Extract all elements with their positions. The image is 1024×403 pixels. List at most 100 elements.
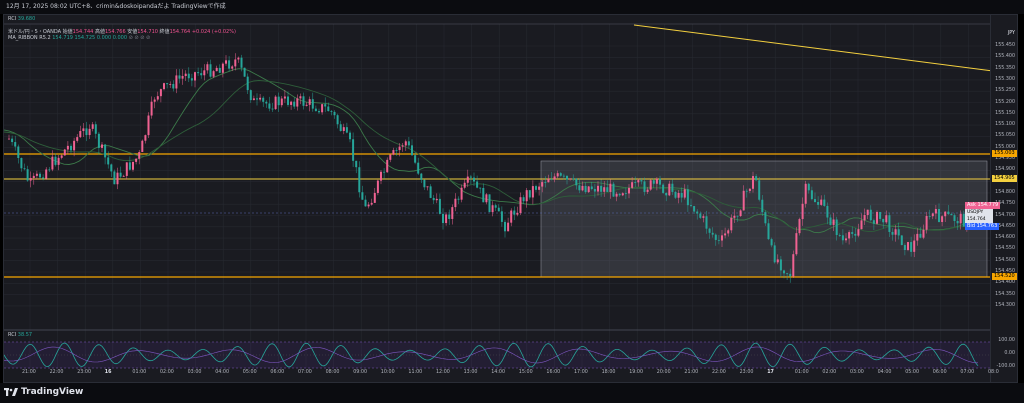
candle-body — [801, 203, 804, 220]
price-tick: 155.050 — [995, 133, 1015, 139]
candle-body — [48, 169, 51, 171]
candle-body — [141, 140, 144, 153]
candle-body — [54, 156, 57, 165]
candle-body — [624, 193, 627, 195]
trendline[interactable] — [633, 24, 993, 72]
candle-body — [863, 215, 866, 221]
candle-body — [29, 178, 32, 181]
candle-body — [280, 98, 283, 106]
candle-body — [789, 273, 792, 277]
candle-body — [739, 210, 742, 217]
candlestick-series[interactable] — [8, 53, 975, 283]
candle-body — [159, 89, 162, 97]
candle-body — [178, 75, 181, 79]
time-tick: 03:00 — [187, 370, 202, 375]
candle-body — [432, 197, 435, 201]
candle-body — [156, 96, 159, 100]
candle-body — [252, 98, 255, 101]
candle-body — [817, 202, 820, 205]
price-tick: 155.150 — [995, 110, 1015, 116]
candle-body — [934, 209, 937, 214]
high-label: 高値 — [94, 29, 105, 35]
candle-body — [736, 215, 739, 217]
price-chart-canvas[interactable] — [4, 15, 993, 382]
candle-body — [879, 211, 882, 219]
candle-body — [454, 198, 457, 208]
price-tick: 154.750 — [995, 201, 1015, 207]
close-label: 終値 — [159, 29, 170, 35]
candle-body — [190, 78, 193, 81]
visibility-icons[interactable]: ⊘ ⊘ ⊘ ⊘ — [128, 35, 151, 41]
time-tick: 23:00 — [739, 370, 754, 375]
price-tick: 155.200 — [995, 99, 1015, 105]
candle-body — [820, 199, 823, 205]
candle-body — [649, 180, 652, 190]
candle-body — [513, 210, 516, 215]
candle-body — [39, 173, 41, 178]
time-tick: 02:00 — [822, 370, 837, 375]
time-tick: 17:00 — [574, 370, 588, 375]
price-tick: 154.700 — [995, 212, 1015, 218]
ribbon-value-4: 0.000 — [112, 35, 128, 41]
candle-body — [497, 207, 500, 212]
time-tick: 01:00 — [794, 370, 809, 375]
candle-body — [832, 219, 835, 225]
candle-body — [125, 162, 128, 176]
candle-body — [32, 175, 35, 179]
candle-body — [897, 229, 900, 236]
time-tick: 06:00 — [932, 370, 947, 375]
candle-body — [559, 173, 562, 176]
candle-body — [45, 169, 48, 179]
candle-body — [321, 104, 324, 113]
range-box[interactable] — [540, 160, 988, 278]
candle-body — [953, 215, 956, 222]
candle-body — [792, 254, 795, 277]
ask-badge: Ask 154.779 — [965, 202, 1001, 209]
candle-body — [259, 97, 262, 100]
candle-body — [293, 101, 296, 107]
price-tick: 155.400 — [995, 54, 1015, 60]
candle-body — [528, 190, 531, 198]
candle-body — [959, 213, 962, 224]
rci-line-long — [4, 346, 978, 364]
time-tick: 22:00 — [49, 370, 64, 375]
candle-body — [277, 96, 280, 106]
candle-body — [287, 96, 289, 105]
candle-body — [370, 202, 373, 205]
candle-body — [659, 178, 661, 185]
candle-body — [783, 270, 785, 274]
ribbon-legend[interactable]: MA_RIBBON R5.2 154.719 154.725 0.000 0.0… — [8, 35, 150, 41]
time-tick: 10:00 — [380, 370, 395, 375]
candle-body — [442, 213, 444, 224]
candle-body — [355, 160, 358, 168]
candle-body — [535, 186, 537, 190]
candle-body — [593, 189, 596, 192]
tradingview-brand[interactable]: TradingView — [4, 387, 83, 397]
candle-body — [755, 176, 758, 181]
symbol-legend[interactable]: 米ドル/円・5・OANDA 始値154.744 高値154.766 安値154.… — [8, 28, 236, 35]
candle-body — [482, 187, 485, 203]
candle-body — [655, 178, 658, 184]
price-axis[interactable]: JPY 155.450 155.400 155.350 155.300 155.250 1… — [990, 15, 1017, 382]
candle-body — [851, 232, 854, 234]
candle-body — [262, 97, 265, 102]
rci-pane-legend[interactable]: RCI 38.57 — [8, 332, 32, 338]
candle-body — [770, 239, 773, 246]
rci-tick-mid: 0.00 — [1004, 351, 1015, 356]
close-value: 154.764 — [169, 29, 191, 35]
candle-body — [941, 216, 944, 222]
candle-body — [392, 150, 395, 155]
candle-body — [457, 198, 460, 200]
rci-top-tag[interactable]: RCI 39.680 — [8, 16, 35, 22]
candle-body — [485, 194, 488, 203]
time-tick: 15:00 — [518, 370, 533, 375]
rci-tick-bottom: -100.00 — [996, 364, 1015, 369]
candle-body — [748, 188, 751, 191]
candle-body — [411, 145, 413, 156]
candle-body — [541, 182, 544, 187]
candle-body — [57, 157, 60, 165]
candle-body — [553, 176, 556, 180]
chart-panel[interactable]: RCI 39.680 米ドル/円・5・OANDA 始値154.744 高値154… — [3, 14, 1018, 383]
candle-body — [70, 145, 72, 151]
candle-body — [203, 70, 206, 76]
